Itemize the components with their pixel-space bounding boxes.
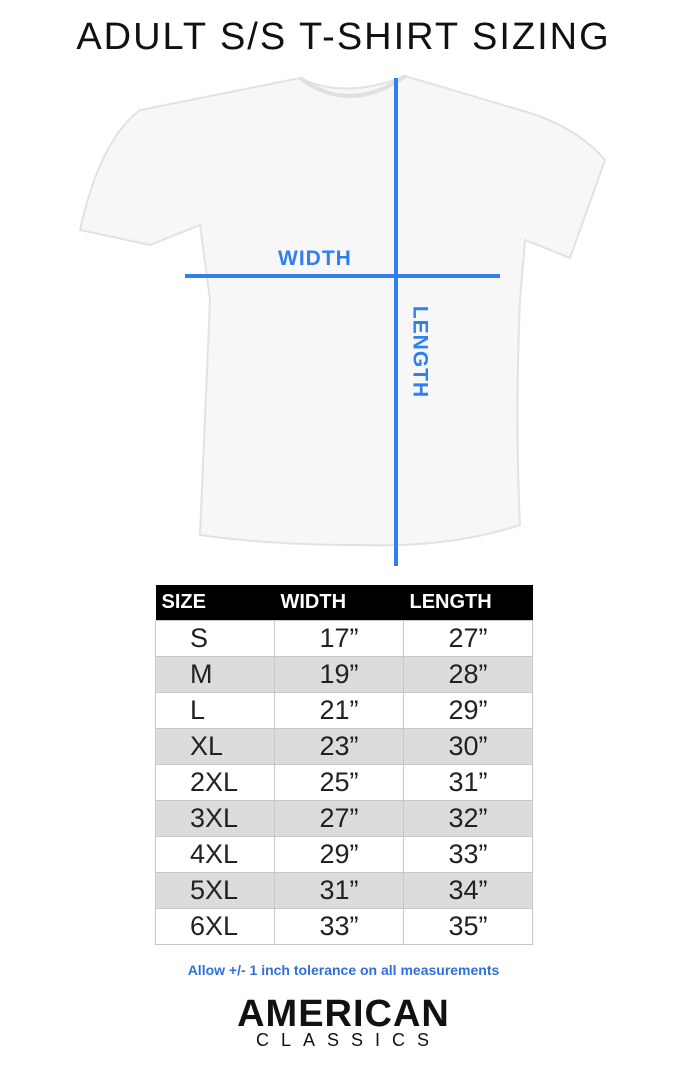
width-cell: 25” bbox=[274, 764, 404, 801]
size-cell: 2XL bbox=[155, 764, 275, 801]
header-width: WIDTH bbox=[274, 585, 404, 621]
length-cell: 34” bbox=[403, 872, 533, 909]
brand-logo-subtitle: CLASSICS bbox=[255, 1030, 442, 1050]
width-label: WIDTH bbox=[278, 247, 352, 270]
width-cell: 29” bbox=[274, 836, 404, 873]
length-cell: 32” bbox=[403, 800, 533, 837]
size-cell: 4XL bbox=[155, 836, 275, 873]
size-cell: 6XL bbox=[155, 908, 275, 945]
length-label: LENGTH bbox=[408, 305, 432, 399]
size-cell: 3XL bbox=[155, 800, 275, 837]
table-row: XL 23” 30” bbox=[155, 728, 533, 765]
tshirt-image bbox=[78, 74, 607, 547]
size-cell: M bbox=[155, 656, 275, 693]
brand-logo: AMERICAN bbox=[237, 993, 450, 1035]
size-cell: L bbox=[155, 692, 275, 729]
size-cell: XL bbox=[155, 728, 275, 765]
header-length: LENGTH bbox=[403, 585, 533, 621]
width-cell: 31” bbox=[274, 872, 404, 909]
width-cell: 27” bbox=[274, 800, 404, 837]
table-row: L 21” 29” bbox=[155, 692, 533, 729]
width-cell: 17” bbox=[274, 620, 404, 657]
tolerance-note: Allow +/- 1 inch tolerance on all measur… bbox=[187, 962, 500, 978]
page-title: ADULT S/S T-SHIRT SIZING bbox=[76, 16, 611, 58]
size-cell: 5XL bbox=[155, 872, 275, 909]
table-row: S 17” 27” bbox=[155, 620, 533, 657]
table-header: SIZE WIDTH LENGTH bbox=[155, 585, 533, 621]
length-cell: 35” bbox=[403, 908, 533, 945]
width-cell: 23” bbox=[274, 728, 404, 765]
header-size: SIZE bbox=[155, 585, 275, 621]
width-cell: 33” bbox=[274, 908, 404, 945]
length-cell: 31” bbox=[403, 764, 533, 801]
length-cell: 30” bbox=[403, 728, 533, 765]
table-row: 4XL 29” 33” bbox=[155, 836, 533, 873]
length-cell: 27” bbox=[403, 620, 533, 657]
table-row: 3XL 27” 32” bbox=[155, 800, 533, 837]
width-cell: 19” bbox=[274, 656, 404, 693]
size-table: SIZE WIDTH LENGTH S 17” 27” M 19” 28” L 21” 29” X… bbox=[155, 585, 533, 945]
length-cell: 28” bbox=[403, 656, 533, 693]
size-cell: S bbox=[155, 620, 275, 657]
tshirt-diagram bbox=[78, 74, 607, 566]
table-row: 2XL 25” 31” bbox=[155, 764, 533, 801]
table-row: M 19” 28” bbox=[155, 656, 533, 693]
length-cell: 29” bbox=[403, 692, 533, 729]
length-cell: 33” bbox=[403, 836, 533, 873]
table-row: 6XL 33” 35” bbox=[155, 908, 533, 945]
width-cell: 21” bbox=[274, 692, 404, 729]
table-row: 5XL 31” 34” bbox=[155, 872, 533, 909]
